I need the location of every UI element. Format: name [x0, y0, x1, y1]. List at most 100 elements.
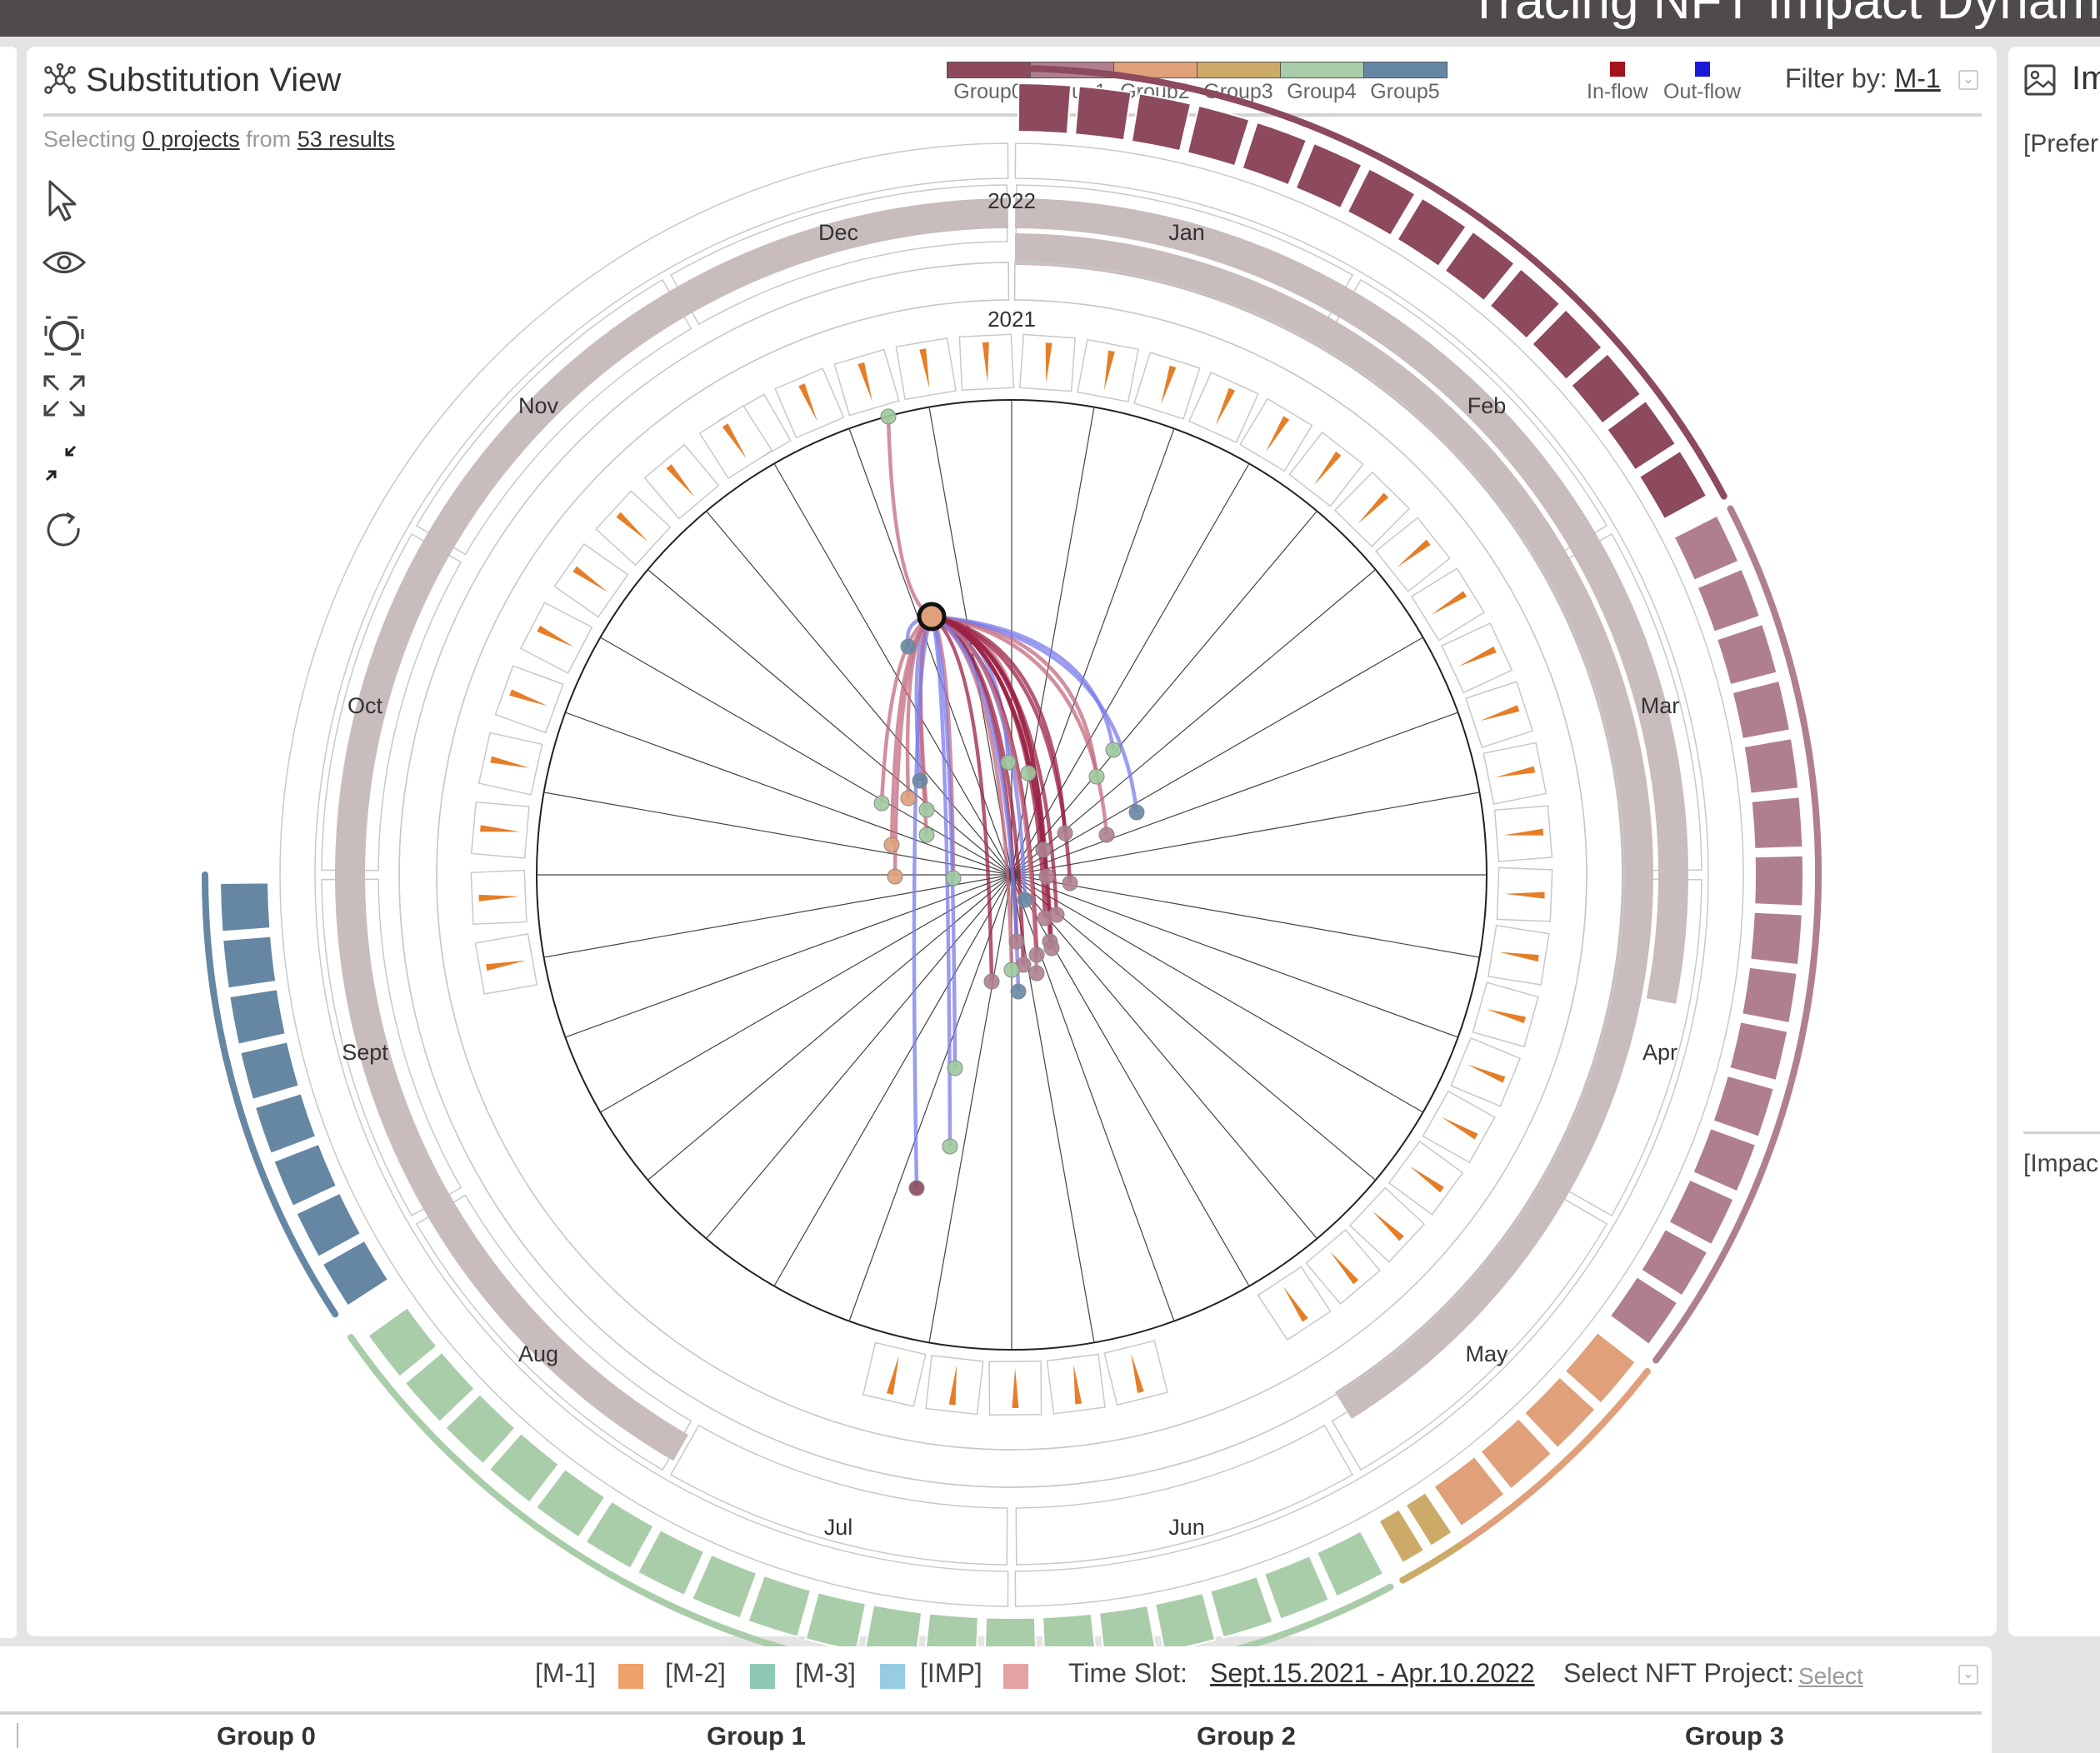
glyph-triangle	[1103, 350, 1115, 391]
group-outer-arc	[1015, 65, 1728, 500]
glyph-cell	[774, 367, 845, 439]
filter-dropdown-button[interactable]: ⌄	[1958, 70, 1978, 90]
group-cell	[1639, 1227, 1709, 1297]
lasso-select-icon[interactable]	[42, 313, 87, 358]
group-cell	[367, 1306, 438, 1378]
expand-icon[interactable]	[42, 373, 87, 418]
filter-label: Filter by:	[1785, 63, 1888, 93]
glyph-triangle	[798, 383, 818, 422]
group-cell	[1569, 352, 1642, 425]
spoke	[928, 874, 1012, 1343]
group-header-2: Group 2	[1197, 1721, 1296, 1751]
group-cell	[690, 1553, 758, 1620]
time-slot-value[interactable]: Sept.15.2021 - Apr.10.2022	[1210, 1658, 1535, 1688]
month-label-oct: Oct	[348, 693, 383, 718]
year-band-2022-right	[1014, 142, 1744, 1607]
glyph-cell	[1333, 471, 1411, 548]
selected-projects-link[interactable]: 0 projects	[142, 127, 240, 152]
reset-icon[interactable]	[42, 508, 87, 553]
group-cell	[1432, 1455, 1506, 1528]
glyph-cell	[1472, 981, 1539, 1048]
glyph-triangle	[1495, 766, 1536, 777]
glyph-triangle	[1012, 1367, 1019, 1409]
group-outer-arc	[202, 872, 339, 1318]
month-label-apr: Apr	[1642, 1040, 1678, 1065]
glyph-triangle	[1486, 1009, 1526, 1024]
spoke	[706, 874, 1012, 1240]
legend-label-group4: Group4	[1287, 80, 1357, 103]
glyph-cell	[1077, 338, 1139, 403]
legend-label-imp: [IMP]	[920, 1658, 982, 1688]
flow-node	[900, 790, 917, 807]
spoke	[1011, 874, 1423, 1113]
glyph-cell	[1493, 805, 1553, 862]
glyph-triangle	[537, 625, 574, 647]
project-select-value[interactable]: Select	[1798, 1663, 1863, 1689]
month-band-segment	[1015, 1424, 1354, 1566]
legend-swatch-m1	[618, 1664, 643, 1689]
group-cell	[239, 1041, 300, 1101]
header-divider	[43, 113, 1982, 117]
group-cell	[1209, 1575, 1274, 1639]
glyph-cell	[1388, 1140, 1464, 1216]
spoke	[1011, 874, 1318, 1240]
radial-labels: 2022 2021 Jan Feb Mar Apr May Jun Jul Au…	[342, 188, 1679, 1540]
spoke	[773, 463, 1012, 876]
group-cell	[444, 1392, 517, 1466]
glyph-cell	[1375, 517, 1451, 592]
group-outer-arc	[1459, 1367, 1651, 1547]
top-bar: Tracing NFT Impact Dynam	[0, 0, 2100, 37]
spoke	[1011, 874, 1480, 958]
flow-node	[1057, 825, 1073, 842]
legend-label-m3: [M-3]	[795, 1658, 856, 1688]
time-slot-label: Time Slot:	[1068, 1658, 1188, 1688]
glyph-triangle	[616, 512, 648, 542]
flow-node	[1098, 827, 1115, 843]
glyph-triangle	[1498, 951, 1539, 962]
year-label-2022: 2022	[988, 188, 1036, 213]
filter-value[interactable]: M-1	[1894, 63, 1941, 93]
month-label-feb: Feb	[1468, 393, 1507, 418]
flow-node	[918, 802, 935, 818]
flow-node	[1035, 842, 1052, 858]
filter-control: Filter by: M-1	[1785, 63, 1941, 94]
glyph-cell	[470, 801, 530, 859]
group-cell	[1605, 399, 1678, 472]
glyph-cell	[895, 337, 958, 401]
pointer-icon[interactable]	[42, 178, 87, 223]
glyph-cell	[1019, 333, 1076, 392]
right-panel	[2008, 47, 2100, 1636]
flow-node	[1020, 765, 1037, 782]
flow-node	[873, 795, 890, 812]
glyph-cells	[470, 333, 1553, 1416]
flow-node	[1038, 868, 1055, 885]
flow-line	[931, 614, 1059, 916]
collapse-icon[interactable]	[42, 442, 87, 487]
glyph-cell	[1422, 1090, 1496, 1164]
year-band-2022-left	[279, 142, 1009, 1607]
month-label-aug: Aug	[518, 1341, 558, 1366]
spoke	[1011, 874, 1377, 1181]
group-cell	[1531, 308, 1603, 382]
glyph-cell	[1133, 352, 1201, 420]
project-dropdown-button[interactable]: ⌄	[1958, 1665, 1978, 1685]
legend-label-m2: [M-2]	[665, 1658, 726, 1688]
group-cell	[1315, 1530, 1385, 1598]
spoke	[1011, 874, 1095, 1343]
selection-summary: Selecting 0 projects from 53 results	[43, 127, 395, 152]
group-cell	[1672, 514, 1740, 582]
spoke	[1011, 463, 1250, 876]
group-cell	[1130, 92, 1192, 152]
panel-title: Substitution View	[43, 60, 341, 99]
glyph-triangle	[1131, 1353, 1144, 1393]
glyph-triangle	[919, 348, 930, 389]
results-link[interactable]: 53 results	[297, 127, 395, 152]
timeline-rings	[279, 142, 1744, 1607]
glyph-triangle	[1330, 1251, 1359, 1285]
month-label-jul: Jul	[824, 1515, 853, 1540]
flow-node	[1028, 946, 1045, 963]
glyph-triangle	[1358, 492, 1389, 524]
eye-icon[interactable]	[42, 240, 87, 285]
spoke	[600, 874, 1012, 1113]
